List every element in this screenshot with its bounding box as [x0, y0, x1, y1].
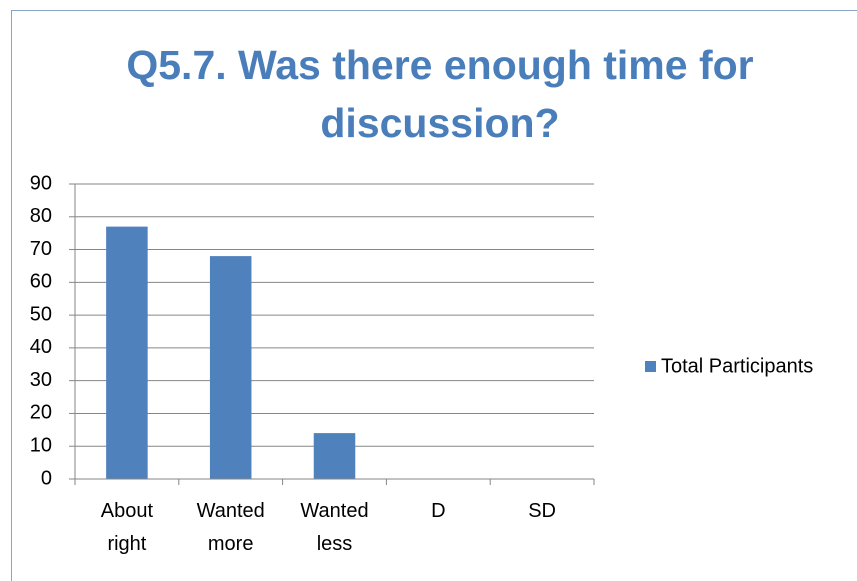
y-tick-label: 0 [41, 467, 52, 489]
x-tick-label: D [431, 500, 446, 522]
y-tick-label: 70 [30, 238, 52, 260]
chart-title: Q5.7. Was there enough time for discussi… [126, 42, 754, 146]
x-tick-label: Wanted less [300, 500, 369, 555]
bar [313, 433, 356, 479]
y-tick-label: 20 [30, 402, 52, 424]
y-tick-label: 30 [30, 369, 52, 391]
legend-swatch [645, 361, 656, 372]
y-tick-label: 10 [30, 435, 52, 457]
x-tick-label: Wanted more [196, 500, 265, 555]
y-tick-label: 50 [30, 303, 52, 325]
y-tick-label: 40 [30, 336, 52, 358]
y-tick-label: 90 [30, 172, 52, 194]
chart-frame [11, 10, 857, 581]
y-tick-label: 60 [30, 271, 52, 293]
x-tick-label: SD [528, 500, 556, 522]
legend-label: Total Participants [661, 355, 813, 377]
bar [106, 226, 148, 479]
chart: 0 10 20 30 40 50 60 70 80 90 Total Participants [30, 172, 814, 489]
x-tick-label: About right [100, 500, 154, 555]
y-tick-label: 80 [30, 205, 52, 227]
bar [209, 256, 252, 479]
